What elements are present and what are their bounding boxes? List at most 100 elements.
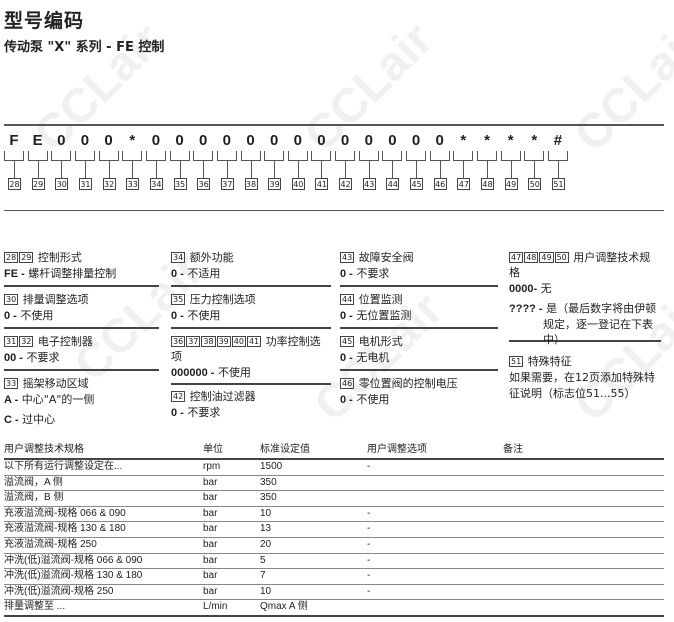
section-label: 控制形式 — [37, 251, 82, 264]
position-stem — [510, 161, 512, 178]
position-number: 45 — [410, 178, 424, 190]
code-char: 0 — [388, 132, 397, 149]
option-section: 45 电机形式 0 - 无电机 — [340, 334, 500, 366]
code-char: * — [507, 132, 514, 149]
position-bracket — [477, 151, 497, 161]
position-stem — [132, 161, 134, 178]
code-char: 0 — [57, 132, 66, 149]
position-stem — [297, 161, 299, 178]
section-label: 摇架移动区域 — [22, 377, 89, 390]
section-divider — [340, 369, 498, 371]
position-box: 33 — [4, 378, 19, 389]
option-text: 螺杆调整排量控制 — [28, 267, 117, 280]
position-bracket — [240, 151, 261, 161]
position-bracket — [547, 151, 568, 161]
table-cell: - — [367, 570, 371, 582]
position-stem — [345, 161, 347, 178]
table-cell: - — [367, 523, 371, 535]
position-number: 44 — [386, 178, 400, 190]
section-label: 电子控制器 — [37, 335, 93, 348]
position-stem — [557, 161, 559, 178]
position-bracket — [453, 151, 474, 161]
option-text: 如果需要，在12页添加特殊特征说明（标志位51...55） — [509, 371, 655, 400]
position-box: 36 — [171, 336, 186, 347]
option-code: A - — [4, 394, 19, 406]
table-cell: - — [367, 554, 371, 566]
section-divider — [340, 327, 498, 329]
position-number: 47 — [457, 178, 471, 190]
table-row: 充液溢流阀-规格 066 & 090 bar 10 - — [4, 507, 664, 523]
position-box: 48 — [524, 252, 539, 263]
section-header: 33 摇架移动区域 — [4, 376, 164, 391]
section-header: 42 控制油过滤器 — [171, 389, 331, 404]
code-char: 0 — [411, 132, 421, 149]
option-item: 0 - 不要求 — [171, 405, 331, 421]
position-stem — [179, 161, 181, 178]
column-header: 标准设定值 — [260, 444, 310, 455]
table-cell: 排量调整至 ... — [4, 601, 66, 613]
table-cell: - — [367, 585, 371, 597]
position-number: 41 — [315, 178, 329, 190]
section-label: 压力控制选项 — [189, 293, 256, 306]
position-bracket — [264, 151, 285, 161]
position-box: 50 — [554, 252, 569, 263]
table-cell: 冲洗(低)溢流阀-规格 130 & 180 — [4, 570, 143, 582]
option-section: 30 排量调整选项 0 - 不使用 — [4, 292, 164, 324]
code-char: 0 — [80, 132, 90, 149]
section-header: 36 37 38 39 40 41 功率控制选项 — [171, 334, 331, 364]
position-number: 39 — [268, 178, 282, 190]
option-section: 31 32 电子控制器 00 - 不要求 — [4, 334, 164, 366]
code-char: 0 — [269, 132, 279, 149]
position-box: 40 — [231, 336, 246, 347]
code-char: 0 — [364, 132, 373, 149]
table-cell: 350 — [260, 492, 277, 504]
position-stem — [108, 161, 110, 178]
position-box: 38 — [201, 336, 216, 347]
position-number: 40 — [291, 178, 305, 190]
section-header: 28 29 控制形式 — [4, 250, 164, 265]
column-header: 用户调整选项 — [367, 444, 427, 455]
watermark: CCLair — [564, 13, 674, 162]
section-divider — [171, 285, 331, 287]
option-text: 无位置监测 — [356, 309, 412, 322]
option-code: 0000- — [509, 283, 538, 295]
position-number: 31 — [78, 178, 92, 190]
code-char: 0 — [246, 132, 255, 149]
section-label: 特殊特征 — [527, 355, 572, 368]
code-char: F — [9, 132, 19, 149]
option-text: 不要求 — [26, 351, 60, 364]
table-cell: rpm — [203, 461, 221, 472]
position-stem — [155, 161, 157, 178]
option-code: 0 - — [171, 310, 184, 322]
position-number: 43 — [362, 178, 376, 190]
page-subtitle: 传动泵 "X" 系列 - FE 控制 — [4, 40, 165, 55]
table-cell: 充液溢流阀-规格 250 — [4, 538, 97, 550]
position-stem — [274, 161, 276, 178]
table-cell: bar — [203, 585, 218, 597]
position-bracket — [193, 151, 214, 161]
option-code: 000000 - — [171, 367, 215, 379]
divider — [4, 124, 664, 126]
table-cell: 13 — [260, 523, 272, 535]
table-cell: 以下所有运行调整设定在... — [4, 461, 123, 472]
position-bracket — [524, 151, 545, 161]
position-number: 37 — [220, 178, 234, 190]
position-box: 30 — [4, 294, 19, 305]
table-cell: bar — [203, 492, 218, 504]
section-divider — [171, 383, 331, 385]
option-text: 无电机 — [356, 351, 390, 364]
table-row: 充液溢流阀-规格 250 bar 20 - — [4, 538, 664, 554]
code-char: E — [32, 132, 43, 149]
position-box: 43 — [340, 252, 355, 263]
code-char: 0 — [175, 132, 184, 149]
section-header: 31 32 电子控制器 — [4, 334, 164, 349]
section-label: 控制油过滤器 — [189, 390, 256, 403]
table-cell: bar — [203, 523, 218, 535]
position-bracket — [51, 151, 72, 161]
table-cell: 20 — [260, 538, 272, 550]
option-item: C - 过中心 — [4, 412, 164, 428]
table-cell: 溢流阀，A 侧 — [4, 476, 63, 488]
position-box: 28 — [4, 252, 19, 263]
section-header: 35 压力控制选项 — [171, 292, 331, 307]
position-number: 42 — [339, 178, 353, 190]
